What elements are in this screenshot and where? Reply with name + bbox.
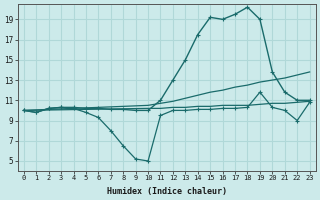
- X-axis label: Humidex (Indice chaleur): Humidex (Indice chaleur): [107, 187, 227, 196]
